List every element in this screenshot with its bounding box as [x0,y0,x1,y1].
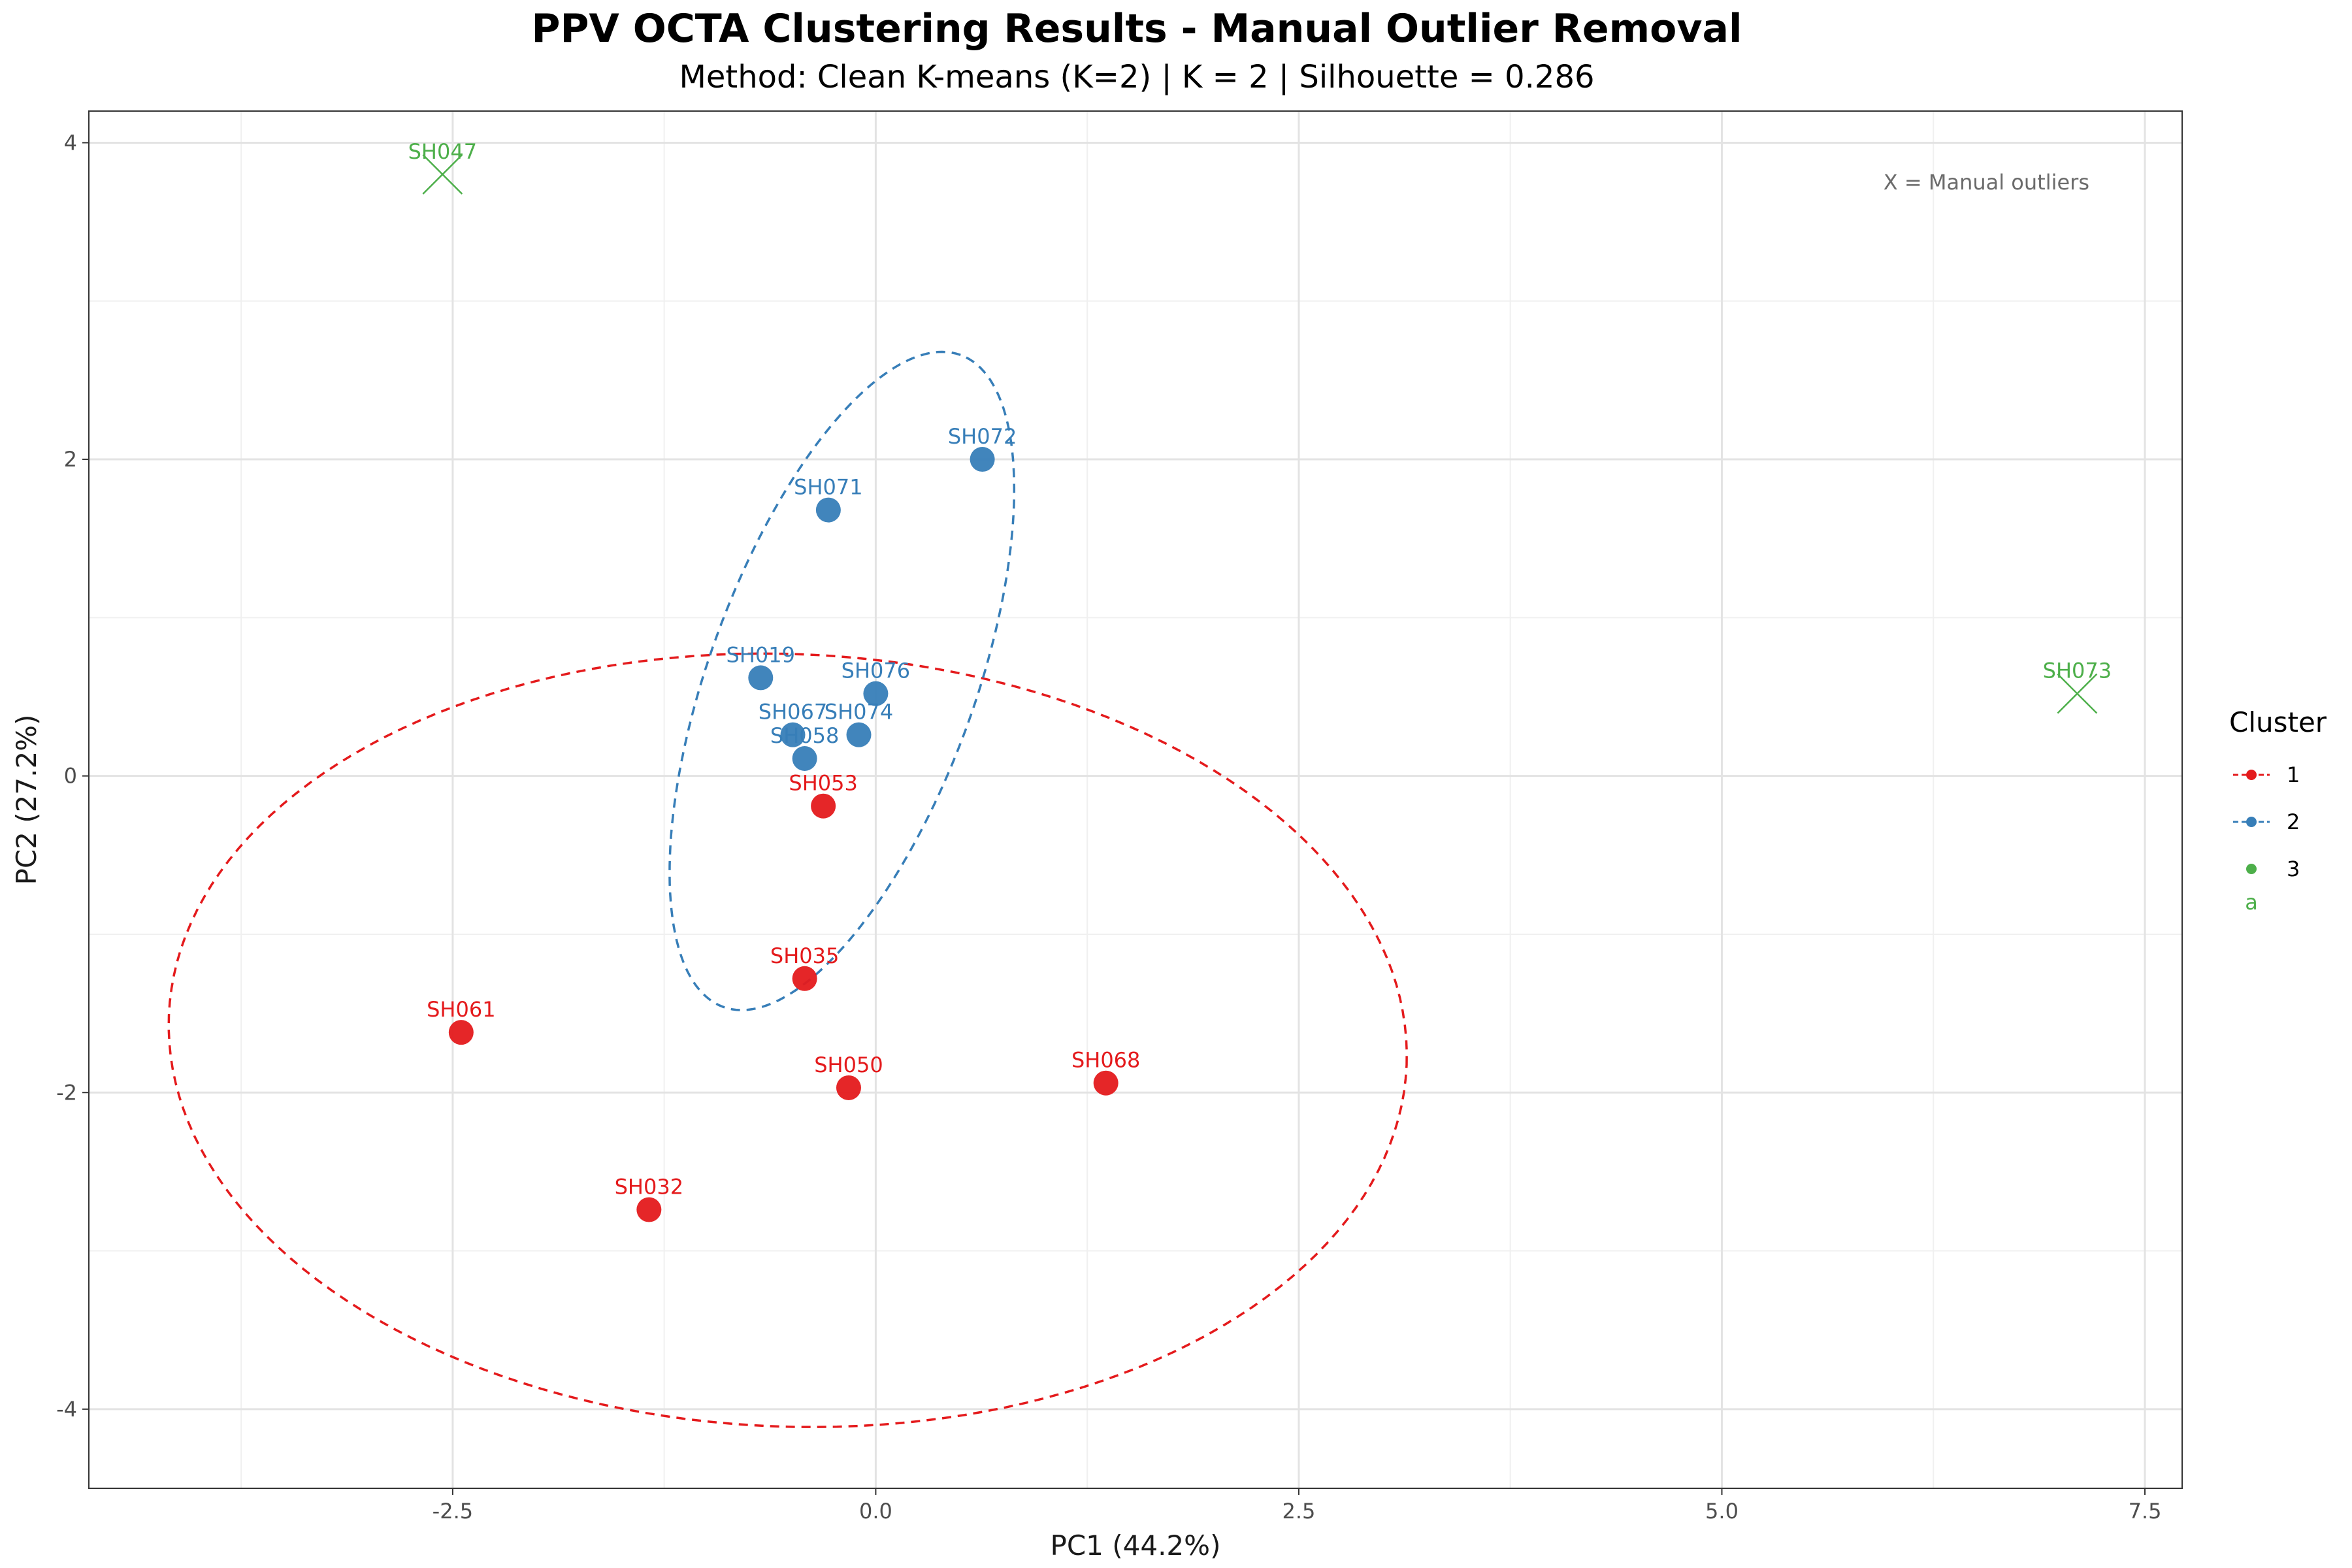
cluster-2-point [748,665,774,691]
legend-title: Cluster [2229,706,2327,738]
chart-title: PPV OCTA Clustering Results - Manual Out… [531,6,1742,52]
point-label: SH058 [770,723,839,748]
y-tick-label: -4 [56,1397,77,1422]
legend-marker [2246,864,2257,874]
grid-lines [89,111,2182,1488]
x-axis-title: PC1 (44.2%) [1051,1529,1221,1561]
outlier-point [2057,673,2098,714]
y-tick-label: 2 [64,447,77,472]
y-tick-label: 0 [64,764,77,789]
cluster-2-point [863,681,889,706]
legend-marker [2246,817,2257,827]
x-axis-ticks: -2.5 0.0 2.5 5.0 7.5 [433,1488,2162,1524]
point-label: SH053 [789,771,857,796]
cluster-2-point [970,447,995,472]
cluster-1-point [836,1075,861,1100]
cluster-1-point [792,966,817,991]
outlier-x-stroke [2057,673,2098,714]
y-tick-label: 4 [64,130,77,155]
cluster-2-point [792,746,817,772]
legend-entry-3: 3 [2246,857,2300,881]
legend-marker [2246,770,2257,780]
cluster-1-point [636,1197,662,1222]
cluster-1-point [811,793,836,819]
point-label: SH073 [2043,659,2112,683]
legend-entry-2: 2 [2233,809,2300,834]
legend-entries: 1 2 3 a [2233,762,2300,915]
cluster-2-point [815,497,841,523]
legend-entry-1: 1 [2233,762,2300,787]
point-label: SH035 [770,943,839,968]
point-label: SH076 [841,659,910,683]
point-label: SH061 [427,997,495,1022]
cluster-1-point [448,1020,474,1045]
legend-label: 2 [2287,809,2300,834]
cluster-1-ellipse [167,652,1408,1428]
y-axis-ticks: -4 -2 0 2 4 [56,130,89,1422]
x-tick-label: 0.0 [859,1499,892,1524]
point-label: SH067 [759,700,827,725]
point-label: SH072 [948,424,1017,449]
point-label: SH047 [408,139,477,164]
chart-subtitle: Method: Clean K-means (K=2) | K = 2 | Si… [679,59,1594,95]
cluster-2-point [846,722,872,747]
legend-label: 1 [2287,762,2300,787]
y-tick-label: -2 [56,1080,77,1105]
legend-label: 3 [2287,857,2300,881]
point-label: SH071 [794,475,862,500]
x-tick-label: 7.5 [2129,1499,2162,1524]
outlier-x-stroke [422,154,463,195]
cluster-ellipses [167,350,1408,1428]
plot-panel [88,110,2183,1489]
manual-outliers-note: X = Manual outliers [1884,170,2089,195]
cluster-2-point [780,722,806,747]
x-tick-label: -2.5 [433,1499,473,1524]
data-points [422,154,2098,1222]
legend: Cluster 1 2 3 a [2229,706,2327,915]
point-label: SH068 [1071,1048,1140,1073]
point-label: SH050 [814,1053,883,1077]
point-label: SH032 [615,1175,683,1200]
point-label: SH019 [727,642,795,667]
outlier-point [422,154,463,195]
point-labels: SH053 SH035 SH061 SH050 SH068 SH032 SH072 SH071… [408,139,2112,1200]
y-axis-title: PC2 (27.2%) [10,715,42,885]
cluster-2-ellipse [668,350,1016,1011]
cluster-1-point [1093,1070,1119,1096]
x-tick-label: 2.5 [1282,1499,1316,1524]
point-label: SH074 [825,700,893,725]
x-tick-label: 5.0 [1705,1499,1739,1524]
legend-extra-text: a [2245,890,2258,915]
